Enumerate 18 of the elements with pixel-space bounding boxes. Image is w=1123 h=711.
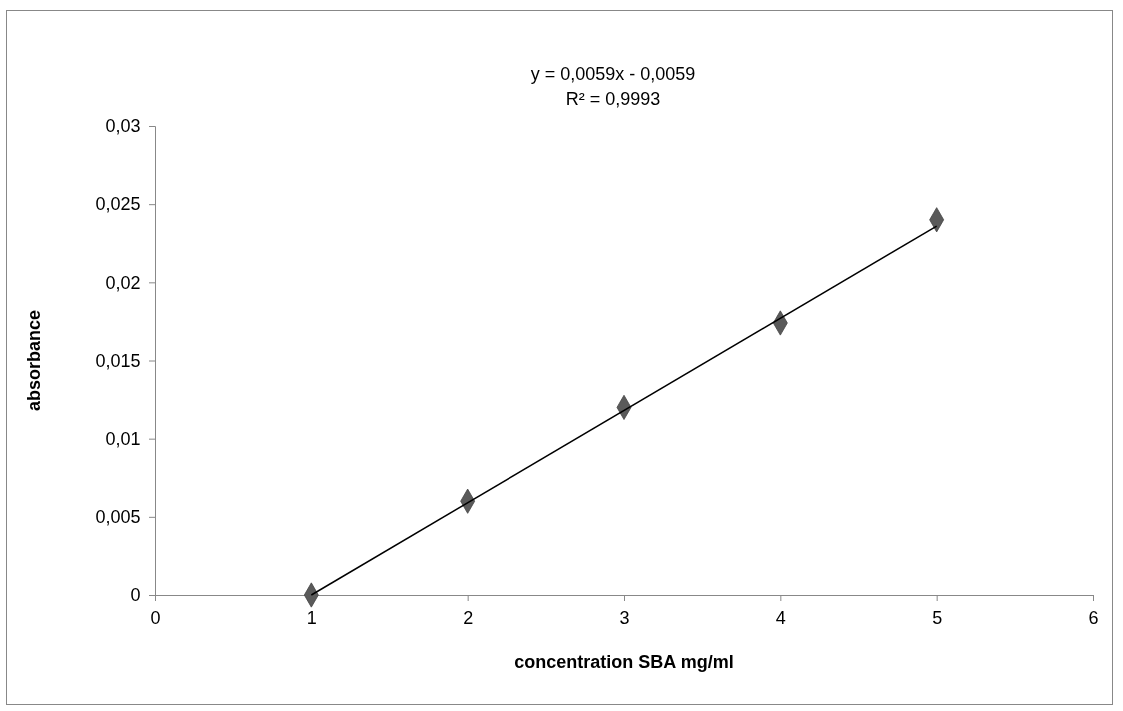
x-tick-label: 5 [932,607,943,628]
x-tick-label: 3 [619,607,630,628]
text: y = 0,0059x - 0,0059 [530,64,696,84]
x-axis-title: concentration SBA mg/ml [514,652,734,672]
x-tick-label: 4 [775,607,786,628]
text: R² = 0,9993 [565,89,661,109]
y-axis-title: absorbance [24,309,44,412]
y-tick-label: 0,025 [95,194,141,215]
x-tick-label: 0 [150,607,161,628]
y-tick-label: 0 [130,585,141,606]
y-tick-label: 0,03 [105,116,141,137]
y-tick-label: 0,015 [95,350,141,371]
y-tick-label: 0,01 [105,428,141,449]
y-tick-label: 0,005 [95,507,141,528]
x-tick-label: 1 [306,607,317,628]
x-tick-label: 2 [463,607,474,628]
x-tick-label: 6 [1088,607,1099,628]
y-tick-label: 0,02 [105,272,141,293]
